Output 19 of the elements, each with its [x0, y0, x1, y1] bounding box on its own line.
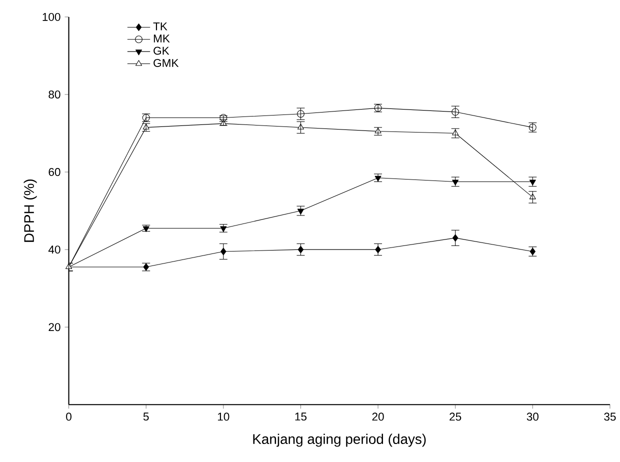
legend-label: TK: [153, 22, 168, 30]
y-tick-label: 40: [48, 245, 60, 254]
x-tick-label: 5: [143, 412, 149, 420]
x-axis-title: Kanjang aging period (days): [253, 434, 426, 447]
x-tick-label: 10: [218, 412, 230, 420]
legend-label: MK: [154, 34, 170, 42]
y-tick-label: 80: [48, 90, 60, 98]
x-tick-label: 30: [526, 412, 538, 420]
legend-label: GK: [154, 46, 170, 55]
y-tick-label: 60: [48, 168, 60, 176]
legend-label: GMK: [154, 58, 179, 67]
y-axis-title: DPPH (%): [24, 179, 37, 242]
x-tick-label: 0: [66, 412, 72, 420]
x-tick-label: 15: [295, 412, 307, 420]
x-tick-label: 35: [604, 412, 616, 420]
y-tick-label: 20: [48, 322, 60, 331]
x-tick-label: 25: [450, 412, 462, 420]
x-tick-label: 20: [372, 412, 384, 420]
y-tick-label: 100: [42, 12, 60, 21]
